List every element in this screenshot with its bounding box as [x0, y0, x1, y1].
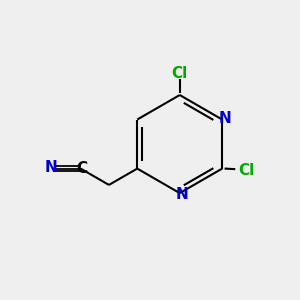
- Text: Cl: Cl: [238, 163, 255, 178]
- Text: C: C: [76, 161, 88, 176]
- Text: N: N: [45, 160, 58, 175]
- Text: N: N: [218, 110, 231, 125]
- Text: N: N: [176, 187, 188, 202]
- Text: Cl: Cl: [172, 66, 188, 81]
